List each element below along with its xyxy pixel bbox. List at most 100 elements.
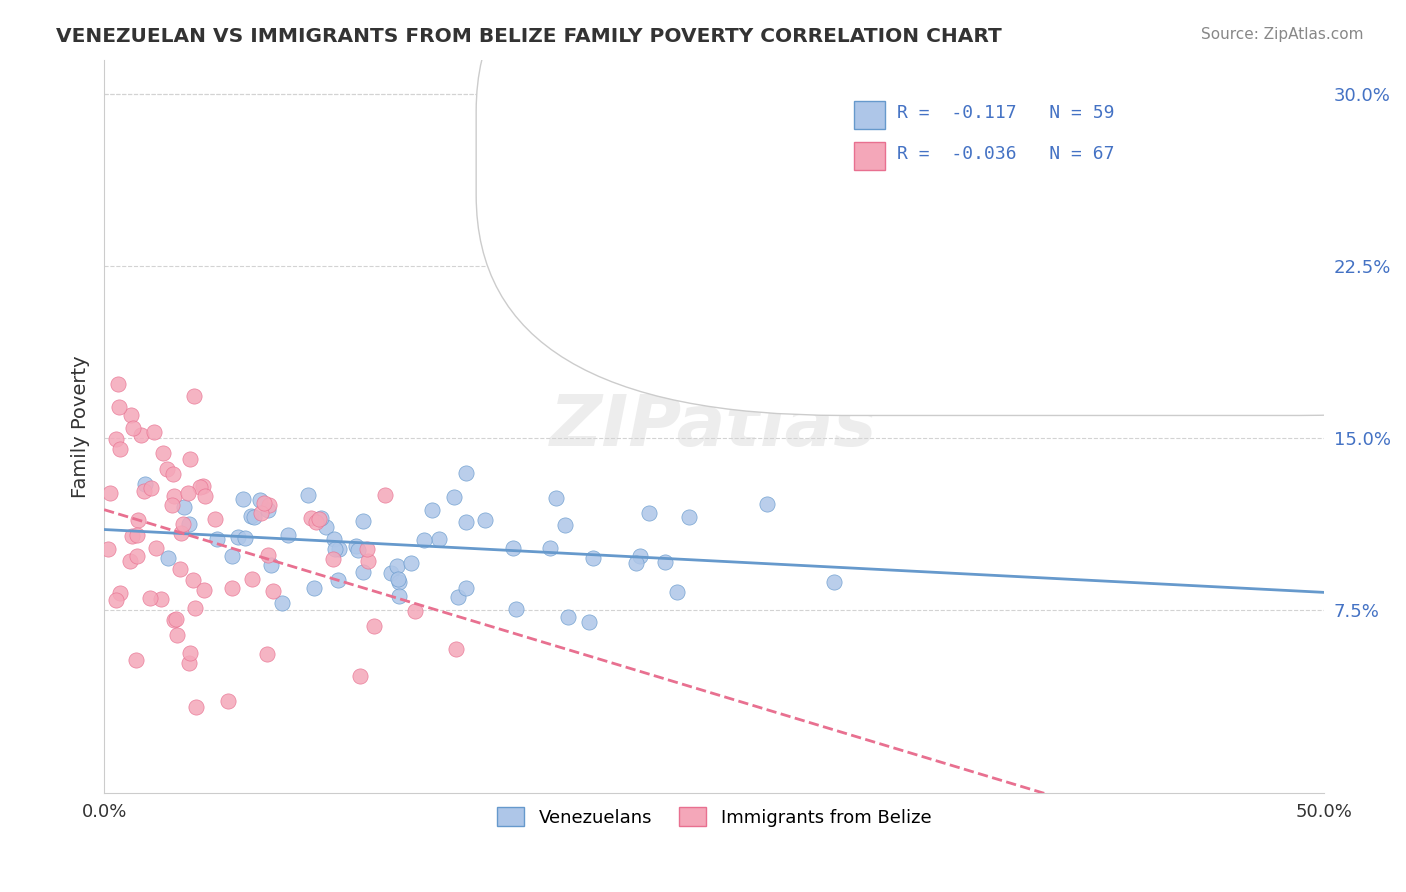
Point: [404, 604, 426, 618]
Point: [132, 483, 155, 498]
Point: [120, 408, 142, 422]
Point: [108, 442, 131, 457]
Point: [326, 573, 349, 587]
Legend: Venezuelans, Immigrants from Belize: Venezuelans, Immigrants from Belize: [488, 798, 941, 836]
Point: [260, 558, 283, 572]
Point: [666, 584, 689, 599]
Text: R =  -0.117   N = 59: R = -0.117 N = 59: [897, 104, 1115, 122]
Point: [172, 516, 194, 531]
Point: [125, 653, 148, 667]
Point: [156, 462, 179, 476]
Point: [204, 512, 226, 526]
Point: [169, 561, 191, 575]
Point: [256, 648, 278, 662]
Point: [315, 520, 337, 534]
Point: [305, 516, 328, 530]
Point: [755, 497, 778, 511]
Point: [578, 615, 600, 629]
Point: [152, 446, 174, 460]
Point: [157, 550, 180, 565]
Point: [243, 510, 266, 524]
Bar: [855, 142, 884, 169]
Point: [194, 489, 217, 503]
Point: [97, 542, 120, 557]
Point: [125, 528, 148, 542]
Point: [654, 555, 676, 569]
Point: [145, 541, 167, 555]
Point: [374, 488, 396, 502]
Point: [352, 514, 374, 528]
Point: [328, 541, 350, 556]
Point: [262, 583, 284, 598]
Point: [380, 566, 402, 580]
Point: [121, 421, 143, 435]
Point: [239, 508, 262, 523]
Point: [538, 541, 561, 555]
Text: Source: ZipAtlas.com: Source: ZipAtlas.com: [1201, 27, 1364, 42]
Point: [554, 518, 576, 533]
Point: [505, 601, 527, 615]
Point: [127, 513, 149, 527]
Point: [628, 549, 651, 564]
Point: [502, 541, 524, 555]
Point: [322, 552, 344, 566]
Point: [221, 581, 243, 595]
Point: [454, 466, 477, 480]
Y-axis label: Family Poverty: Family Poverty: [72, 355, 90, 498]
Point: [179, 451, 201, 466]
Point: [363, 618, 385, 632]
Point: [323, 542, 346, 557]
Point: [323, 532, 346, 546]
Point: [179, 517, 201, 532]
Point: [193, 582, 215, 597]
Point: [387, 572, 409, 586]
Text: ZIPatlas: ZIPatlas: [550, 392, 877, 461]
Point: [226, 530, 249, 544]
Point: [108, 400, 131, 414]
Point: [444, 642, 467, 657]
Point: [179, 646, 201, 660]
Point: [356, 541, 378, 556]
Point: [638, 506, 661, 520]
Point: [346, 542, 368, 557]
Point: [257, 548, 280, 562]
Point: [125, 549, 148, 563]
Point: [454, 516, 477, 530]
Point: [107, 376, 129, 391]
Point: [399, 557, 422, 571]
Point: [173, 500, 195, 514]
Point: [249, 507, 271, 521]
Point: [302, 581, 325, 595]
Point: [557, 609, 579, 624]
Point: [443, 490, 465, 504]
Point: [139, 591, 162, 606]
Point: [297, 487, 319, 501]
Point: [217, 694, 239, 708]
Point: [349, 669, 371, 683]
Point: [357, 554, 380, 568]
Point: [257, 503, 280, 517]
Point: [678, 509, 700, 524]
Point: [142, 425, 165, 439]
Point: [177, 485, 200, 500]
Point: [134, 477, 156, 491]
Bar: [855, 102, 884, 129]
Point: [98, 486, 121, 500]
Point: [233, 531, 256, 545]
Point: [420, 503, 443, 517]
Point: [165, 612, 187, 626]
Point: [160, 498, 183, 512]
Point: [166, 628, 188, 642]
Point: [108, 586, 131, 600]
Point: [150, 591, 173, 606]
Point: [309, 510, 332, 524]
Point: [308, 512, 330, 526]
Point: [177, 656, 200, 670]
Text: R =  -0.036   N = 67: R = -0.036 N = 67: [897, 145, 1115, 162]
Point: [299, 510, 322, 524]
Point: [352, 565, 374, 579]
Point: [139, 481, 162, 495]
Point: [388, 574, 411, 589]
Point: [240, 572, 263, 586]
FancyBboxPatch shape: [477, 0, 1406, 416]
